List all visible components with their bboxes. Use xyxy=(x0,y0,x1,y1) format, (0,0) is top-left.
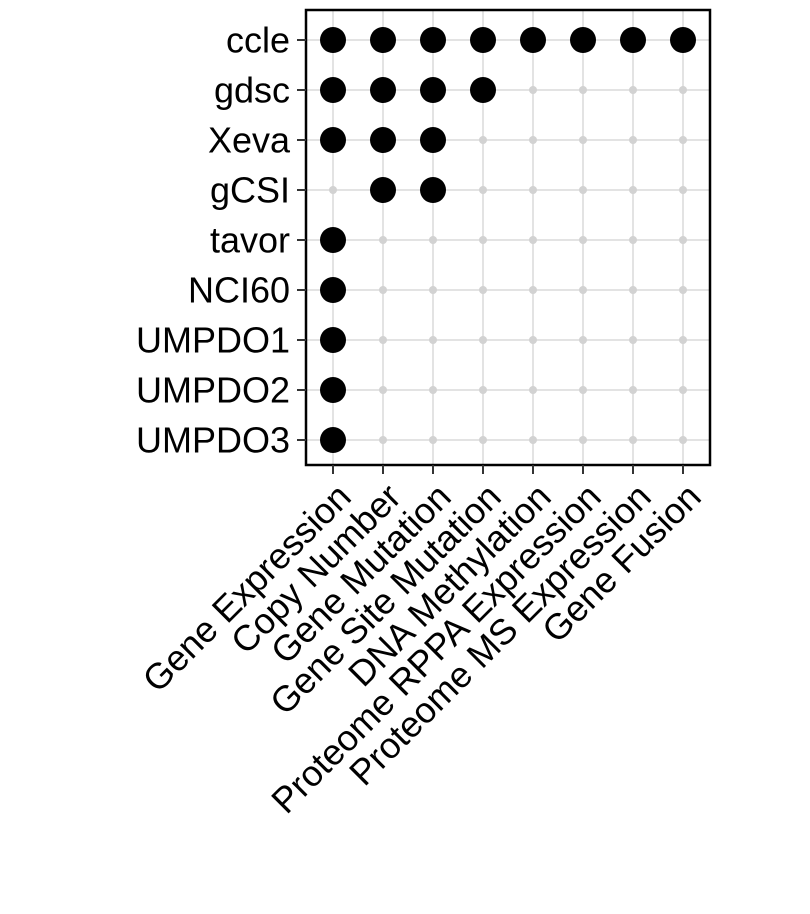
data-point-absent xyxy=(529,86,537,94)
y-tick-label: tavor xyxy=(210,220,290,261)
data-point-absent xyxy=(529,436,537,444)
data-point-absent xyxy=(479,286,487,294)
data-point-absent xyxy=(579,286,587,294)
data-point-present xyxy=(370,127,396,153)
data-point-present xyxy=(620,27,646,53)
data-point-absent xyxy=(479,186,487,194)
data-point-absent xyxy=(579,236,587,244)
data-point-absent xyxy=(479,436,487,444)
data-point-absent xyxy=(429,336,437,344)
data-point-present xyxy=(320,227,346,253)
y-tick-label: UMPDO1 xyxy=(136,320,290,361)
data-point-absent xyxy=(529,286,537,294)
data-point-absent xyxy=(479,136,487,144)
data-point-present xyxy=(320,377,346,403)
data-point-absent xyxy=(629,86,637,94)
data-point-absent xyxy=(479,236,487,244)
data-point-absent xyxy=(629,436,637,444)
data-point-present xyxy=(520,27,546,53)
y-tick-label: UMPDO3 xyxy=(136,420,290,461)
data-point-present xyxy=(420,27,446,53)
data-point-absent xyxy=(379,236,387,244)
y-axis-labels: ccle gdsc Xeva gCSI tavor NCI60 UMPDO1 UMPDO2 UM… xyxy=(136,20,291,461)
data-point-absent xyxy=(429,386,437,394)
data-point-present xyxy=(320,77,346,103)
data-point-absent xyxy=(579,336,587,344)
data-point-absent xyxy=(379,336,387,344)
data-point-absent xyxy=(429,436,437,444)
data-point-present xyxy=(670,27,696,53)
data-point-present xyxy=(420,127,446,153)
data-point-absent xyxy=(379,386,387,394)
data-point-present xyxy=(320,427,346,453)
data-points xyxy=(320,27,696,453)
data-point-absent xyxy=(379,436,387,444)
data-point-absent xyxy=(629,186,637,194)
data-point-absent xyxy=(529,336,537,344)
data-point-absent xyxy=(679,136,687,144)
y-tick-label: UMPDO2 xyxy=(136,370,290,411)
axis-ticks xyxy=(297,39,684,474)
data-point-absent xyxy=(479,336,487,344)
data-point-absent xyxy=(629,336,637,344)
data-point-absent xyxy=(329,186,337,194)
data-point-present xyxy=(470,27,496,53)
data-point-present xyxy=(420,177,446,203)
data-point-absent xyxy=(529,136,537,144)
data-point-absent xyxy=(579,136,587,144)
data-point-present xyxy=(320,327,346,353)
data-point-absent xyxy=(629,236,637,244)
data-point-present xyxy=(370,177,396,203)
y-tick-label: gdsc xyxy=(214,70,290,111)
data-point-present xyxy=(570,27,596,53)
data-point-absent xyxy=(479,386,487,394)
panel-border xyxy=(304,8,712,467)
data-point-absent xyxy=(679,236,687,244)
data-point-absent xyxy=(679,286,687,294)
data-point-present xyxy=(420,77,446,103)
y-tick-label: gCSI xyxy=(210,170,290,211)
data-point-absent xyxy=(379,286,387,294)
data-point-absent xyxy=(679,186,687,194)
data-point-absent xyxy=(529,186,537,194)
y-tick-label: NCI60 xyxy=(188,270,290,311)
data-point-absent xyxy=(429,236,437,244)
data-point-present xyxy=(370,27,396,53)
data-point-absent xyxy=(679,386,687,394)
data-point-present xyxy=(320,127,346,153)
data-point-present xyxy=(470,77,496,103)
data-point-absent xyxy=(529,386,537,394)
y-tick-label: Xeva xyxy=(208,120,291,161)
data-point-present xyxy=(320,277,346,303)
data-point-absent xyxy=(579,186,587,194)
data-point-absent xyxy=(679,336,687,344)
y-tick-label: ccle xyxy=(226,20,290,61)
data-point-present xyxy=(320,27,346,53)
data-point-absent xyxy=(679,86,687,94)
data-point-absent xyxy=(579,436,587,444)
data-point-absent xyxy=(579,86,587,94)
data-point-absent xyxy=(579,386,587,394)
data-point-absent xyxy=(629,286,637,294)
data-point-absent xyxy=(529,236,537,244)
data-point-absent xyxy=(679,436,687,444)
data-point-absent xyxy=(629,136,637,144)
data-point-present xyxy=(370,77,396,103)
data-point-absent xyxy=(629,386,637,394)
data-point-absent xyxy=(429,286,437,294)
